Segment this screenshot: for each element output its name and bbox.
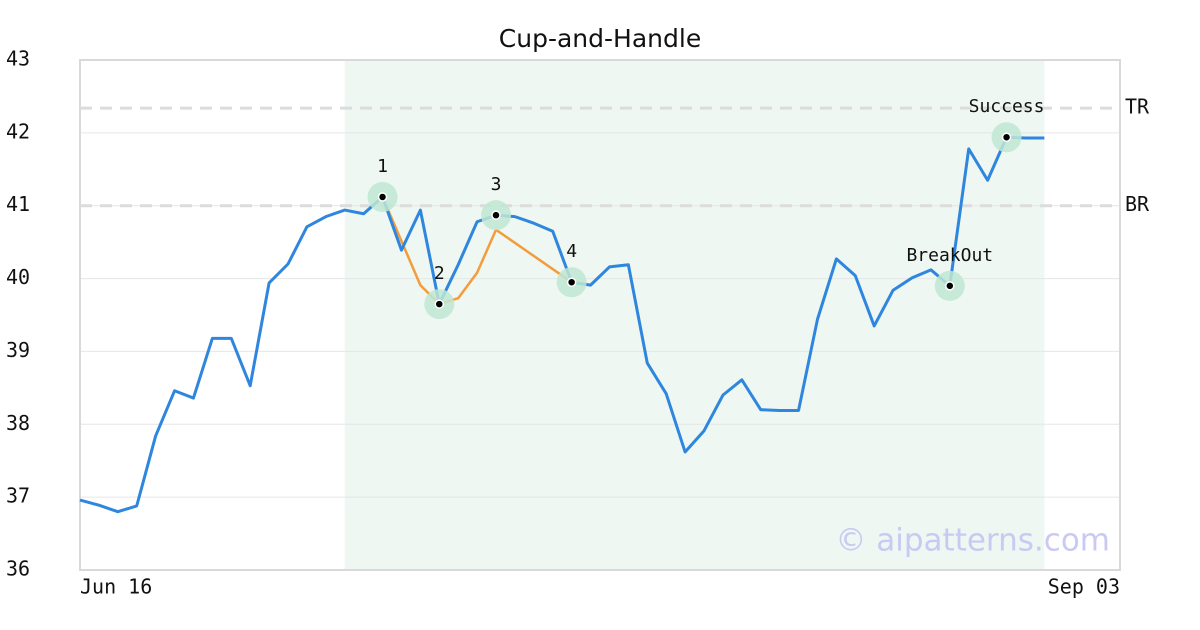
- y-tick-label: 41: [6, 192, 30, 216]
- pattern-point: [491, 210, 501, 220]
- annotation-label: Success: [969, 96, 1045, 117]
- watermark: © aipatterns.com: [835, 523, 1110, 559]
- x-tick-label: Jun 16: [80, 575, 152, 599]
- pattern-point: [434, 299, 445, 309]
- y-tick-label: 36: [6, 557, 30, 581]
- pattern-point: [566, 277, 577, 287]
- annotation-label: 2: [434, 263, 445, 284]
- y-tick-label: 42: [6, 119, 30, 143]
- annotation-label: 4: [566, 241, 577, 262]
- pattern-point: [377, 192, 388, 202]
- x-tick-label: Sep 03: [1048, 575, 1120, 599]
- y-tick-label: 40: [6, 265, 30, 289]
- annotation-label: BreakOut: [906, 245, 993, 266]
- reference-label: TR: [1125, 95, 1150, 119]
- y-tick-label: 43: [6, 47, 30, 71]
- chart-title: Cup-and-Handle: [499, 24, 701, 53]
- annotation-label: 1: [377, 156, 388, 177]
- series-line: [79, 135, 1045, 514]
- reference-label: BR: [1125, 192, 1150, 216]
- pattern-point: [1001, 132, 1012, 142]
- highlight-region: [344, 60, 1045, 570]
- y-tick-label: 38: [6, 411, 30, 435]
- y-tick-label: 39: [6, 338, 30, 362]
- pattern-point: [945, 281, 955, 291]
- annotation-label: 3: [491, 174, 502, 195]
- y-tick-label: 37: [6, 484, 30, 508]
- plot-frame: [79, 59, 1121, 571]
